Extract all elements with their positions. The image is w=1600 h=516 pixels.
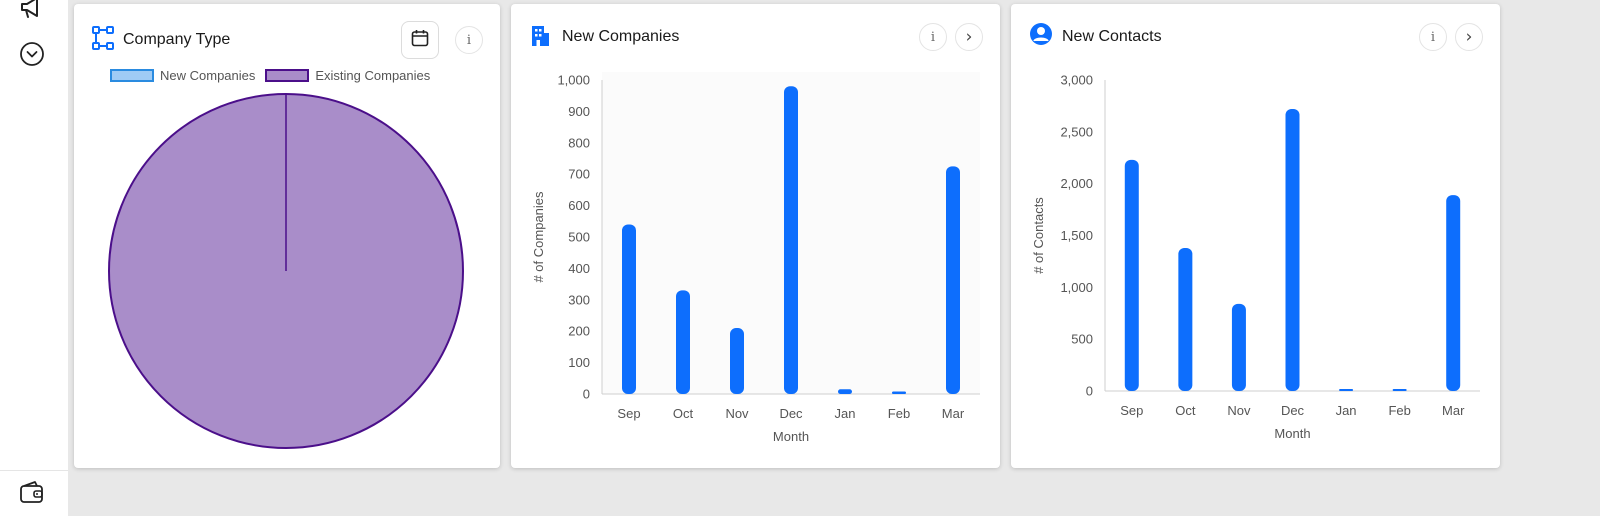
new-companies-card: New Companies i › 0 100 200 300 400 500 600 700… (511, 4, 1000, 468)
legend-item-new-companies[interactable]: New Companies (110, 68, 255, 83)
new-contacts-bar-mar[interactable] (1446, 195, 1461, 391)
new-contacts-x-tick-label: Nov (1227, 403, 1251, 418)
company-type-legend: New Companies Existing Companies (110, 68, 440, 83)
company-type-info-button[interactable]: i (455, 26, 483, 54)
new-companies-x-tick-label: Jan (835, 406, 856, 421)
new-companies-bar-jan[interactable] (838, 389, 852, 394)
new-companies-x-tick-label: Nov (725, 406, 749, 421)
new-contacts-next-button[interactable]: › (1455, 23, 1483, 51)
new-contacts-bar-jan[interactable] (1339, 389, 1354, 391)
legend-label-existing: Existing Companies (315, 68, 431, 83)
company-type-card: Company Type i New Companies Existing Co… (74, 4, 500, 468)
new-companies-y-tick-label: 200 (568, 324, 590, 339)
new-contacts-x-tick-label: Oct (1175, 403, 1196, 418)
new-contacts-x-tick-label: Sep (1120, 403, 1143, 418)
new-contacts-bar-dec[interactable] (1285, 109, 1300, 391)
new-companies-bar-feb[interactable] (892, 391, 906, 394)
new-contacts-y-tick-label: 0 (1086, 384, 1093, 399)
new-contacts-y-tick-label: 1,000 (1060, 280, 1093, 295)
legend-label-new: New Companies (160, 68, 256, 83)
wallet-icon[interactable] (18, 479, 46, 507)
new-contacts-bar-feb[interactable] (1392, 389, 1407, 391)
new-companies-y-tick-label: 1,000 (557, 73, 590, 88)
sidebar-divider (0, 470, 68, 471)
new-companies-x-tick-label: Oct (673, 406, 694, 421)
new-companies-x-tick-label: Feb (888, 406, 910, 421)
sidebar (0, 0, 68, 516)
company-type-pie-chart (108, 93, 464, 449)
chevron-down-circle-icon[interactable] (18, 40, 46, 68)
company-type-title: Company Type (123, 31, 231, 48)
legend-item-existing-companies[interactable]: Existing Companies (265, 68, 430, 83)
new-companies-x-tick-label: Dec (779, 406, 803, 421)
new-companies-title: New Companies (562, 28, 680, 45)
new-companies-x-tick-label: Mar (942, 406, 965, 421)
new-contacts-info-button[interactable]: i (1419, 23, 1447, 51)
new-companies-y-tick-label: 300 (568, 292, 590, 307)
new-companies-y-tick-label: 700 (568, 167, 590, 182)
new-contacts-x-tick-label: Mar (1442, 403, 1465, 418)
new-companies-info-button[interactable]: i (919, 23, 947, 51)
new-companies-y-tick-label: 100 (568, 355, 590, 370)
new-companies-y-tick-label: 900 (568, 104, 590, 119)
new-contacts-x-tick-label: Dec (1281, 403, 1305, 418)
new-contacts-x-axis-label: Month (1274, 426, 1310, 441)
new-contacts-y-tick-label: 2,500 (1060, 124, 1093, 139)
new-contacts-y-tick-label: 2,000 (1060, 176, 1093, 191)
new-contacts-card: New Contacts i › 0 500 1,000 1,500 2,000 2,50… (1011, 4, 1500, 468)
new-contacts-y-tick-label: 3,000 (1060, 73, 1093, 88)
new-contacts-bar-oct[interactable] (1178, 247, 1193, 391)
megaphone-icon[interactable] (18, 0, 46, 22)
new-companies-y-tick-label: 400 (568, 261, 590, 276)
new-companies-bar-nov[interactable] (730, 328, 744, 394)
calendar-button[interactable] (401, 21, 439, 59)
new-companies-x-axis-label: Month (773, 429, 809, 444)
legend-swatch-new (110, 69, 154, 82)
new-companies-y-tick-label: 600 (568, 198, 590, 213)
calendar-icon (411, 29, 429, 52)
new-contacts-bar-nov[interactable] (1231, 303, 1246, 391)
new-contacts-x-tick-label: Feb (1388, 403, 1410, 418)
new-companies-bar-oct[interactable] (676, 290, 690, 394)
new-companies-bar-chart: 0 100 200 300 400 500 600 700 800 900 1,000 Sep Oct N… (531, 72, 980, 444)
new-companies-next-button[interactable]: › (955, 23, 983, 51)
new-contacts-x-tick-label: Jan (1336, 403, 1357, 418)
new-contacts-y-tick-label: 1,500 (1060, 228, 1093, 243)
new-contacts-bar-chart: 0 500 1,000 1,500 2,000 2,500 3,000 Sep Oct Nov De… (1031, 73, 1480, 441)
new-contacts-y-axis-label: # of Contacts (1031, 197, 1046, 274)
hierarchy-icon (92, 26, 114, 55)
new-contacts-y-tick-label: 500 (1071, 332, 1093, 347)
new-companies-x-tick-label: Sep (617, 406, 640, 421)
new-companies-y-axis-label: # of Companies (531, 191, 546, 283)
building-icon (529, 24, 551, 53)
user-circle-icon (1029, 22, 1053, 51)
new-companies-bar-mar[interactable] (946, 166, 960, 394)
new-companies-y-tick-label: 800 (568, 135, 590, 150)
new-contacts-title: New Contacts (1062, 28, 1162, 45)
legend-swatch-existing (265, 69, 310, 82)
new-companies-bar-sep[interactable] (622, 224, 636, 394)
new-companies-y-tick-label: 500 (568, 230, 590, 245)
new-companies-y-tick-label: 0 (583, 387, 590, 402)
new-contacts-bar-sep[interactable] (1124, 159, 1139, 391)
new-companies-bar-dec[interactable] (784, 86, 798, 394)
